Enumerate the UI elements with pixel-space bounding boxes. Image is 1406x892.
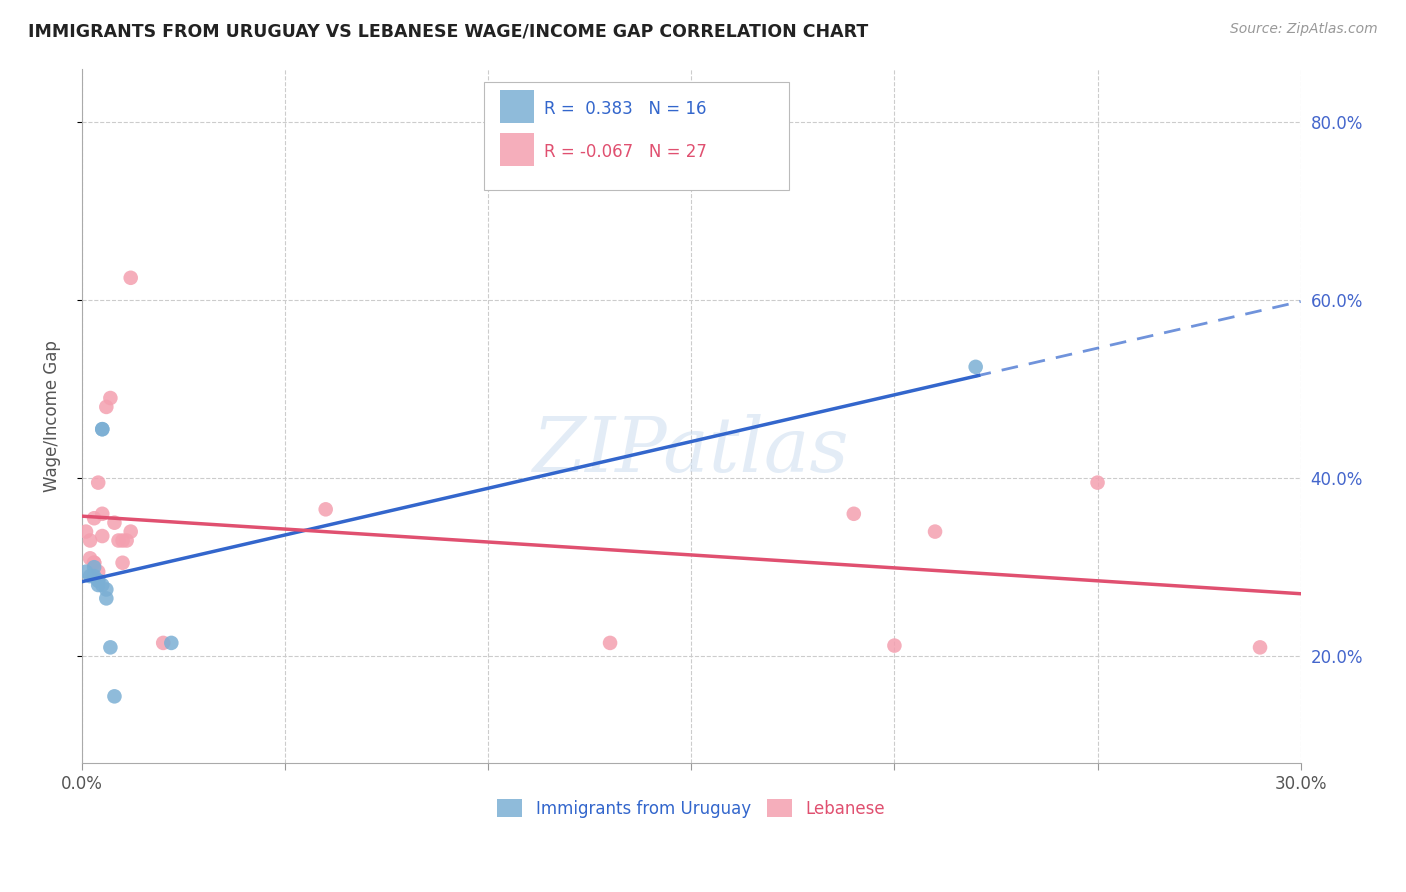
Point (87, 475, 110, 490)
Point (87, 565, 110, 579)
Text: ZIPatlas: ZIPatlas (533, 414, 849, 488)
Point (107, 533, 129, 548)
Point (79, 569, 101, 583)
Point (83, 511, 105, 525)
Point (91, 422, 114, 436)
Point (100, 640, 122, 655)
Point (83, 556, 105, 570)
Point (1087, 475, 1109, 490)
Point (96, 582, 118, 597)
Text: Source: ZipAtlas.com: Source: ZipAtlas.com (1230, 22, 1378, 37)
Point (1249, 640, 1271, 655)
Point (87, 574, 110, 588)
Point (111, 556, 134, 570)
Point (115, 533, 138, 548)
Point (91, 529, 114, 543)
Point (842, 507, 865, 521)
Text: R =  0.383   N = 16: R = 0.383 N = 16 (544, 100, 706, 118)
Point (91, 507, 114, 521)
Point (103, 690, 125, 704)
Point (103, 516, 125, 530)
Y-axis label: Wage/Income Gap: Wage/Income Gap (44, 340, 60, 491)
Point (111, 533, 134, 548)
Point (315, 502, 337, 516)
Point (120, 270, 142, 285)
Point (965, 359, 987, 374)
Point (91, 578, 114, 592)
Point (599, 636, 621, 650)
Point (83, 560, 105, 574)
Point (96, 591, 118, 606)
Point (924, 524, 946, 539)
Point (83, 556, 105, 570)
Point (96, 400, 118, 414)
Point (79, 533, 101, 548)
Bar (501, 90, 534, 123)
Bar (501, 133, 534, 167)
Point (79, 551, 101, 566)
Legend: Immigrants from Uruguay, Lebanese: Immigrants from Uruguay, Lebanese (491, 793, 891, 824)
Point (120, 524, 142, 539)
Point (100, 391, 122, 405)
Text: R = -0.067   N = 27: R = -0.067 N = 27 (544, 143, 707, 161)
FancyBboxPatch shape (484, 82, 789, 190)
Point (152, 636, 174, 650)
Point (75, 565, 97, 579)
Point (83, 569, 105, 583)
Point (75, 524, 97, 539)
Text: IMMIGRANTS FROM URUGUAY VS LEBANESE WAGE/INCOME GAP CORRELATION CHART: IMMIGRANTS FROM URUGUAY VS LEBANESE WAGE… (28, 22, 869, 40)
Point (87, 574, 110, 588)
Point (87, 578, 110, 592)
Point (91, 422, 114, 436)
Point (883, 639, 905, 653)
Point (160, 636, 183, 650)
